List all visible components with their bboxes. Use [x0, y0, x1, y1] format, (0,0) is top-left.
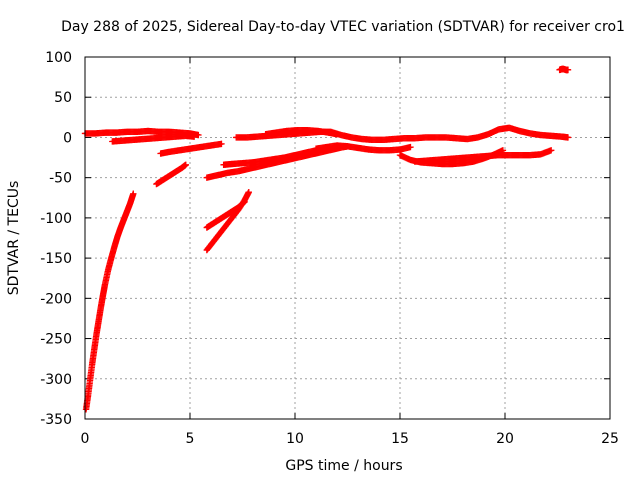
data-point — [191, 133, 198, 140]
data-point — [333, 131, 341, 138]
y-tick-label: 50 — [54, 90, 72, 106]
series-8 — [220, 147, 320, 168]
y-tick-label: -200 — [40, 291, 72, 307]
x-tick-label: 20 — [496, 431, 514, 447]
data-point — [407, 143, 414, 151]
data-point — [218, 140, 225, 148]
series-3 — [153, 161, 189, 188]
data-point — [564, 66, 572, 74]
axis-ticks — [84, 56, 611, 420]
x-tick-label: 15 — [391, 431, 409, 447]
plot-frame — [84, 56, 611, 420]
series-9 — [233, 124, 572, 144]
y-tick-label: -100 — [40, 211, 72, 227]
y-tick-label: -50 — [49, 171, 72, 187]
series-14 — [556, 65, 572, 74]
y-axis-label: SDTVAR / TECUs — [6, 181, 22, 296]
y-tick-label: -300 — [40, 372, 72, 388]
y-tick-labels: 100 50 0 -50 -100 -150 -200 -250 -300 -350 — [40, 50, 72, 428]
data-point — [182, 161, 189, 168]
x-tick-label: 10 — [286, 431, 304, 447]
y-tick-label: -150 — [40, 251, 72, 267]
data-point — [245, 188, 252, 196]
series-1 — [109, 132, 198, 145]
x-tick-labels: 0 5 10 15 20 25 — [81, 431, 619, 447]
data-points — [81, 65, 572, 413]
y-tick-label: -250 — [40, 332, 72, 348]
series-11 — [312, 142, 414, 154]
x-tick-label: 25 — [601, 431, 619, 447]
x-tick-label: 5 — [186, 431, 195, 447]
y-tick-label: -350 — [40, 412, 72, 428]
data-point — [241, 198, 248, 205]
x-axis-label: GPS time / hours — [285, 458, 402, 474]
data-point — [548, 147, 555, 154]
series-2 — [82, 190, 137, 413]
data-point — [195, 131, 202, 139]
series-5 — [203, 188, 252, 254]
series-4 — [157, 140, 225, 157]
x-tick-label: 0 — [81, 431, 90, 447]
chart-title: Day 288 of 2025, Sidereal Day-to-day VTE… — [61, 19, 625, 35]
y-tick-label: 100 — [45, 50, 72, 66]
series-6 — [203, 198, 248, 231]
grid — [85, 57, 610, 419]
data-point — [130, 190, 137, 197]
series-0 — [81, 127, 202, 139]
y-tick-label: 0 — [63, 130, 72, 146]
data-point — [564, 134, 572, 141]
series-13 — [411, 147, 555, 165]
series-10 — [262, 127, 341, 138]
